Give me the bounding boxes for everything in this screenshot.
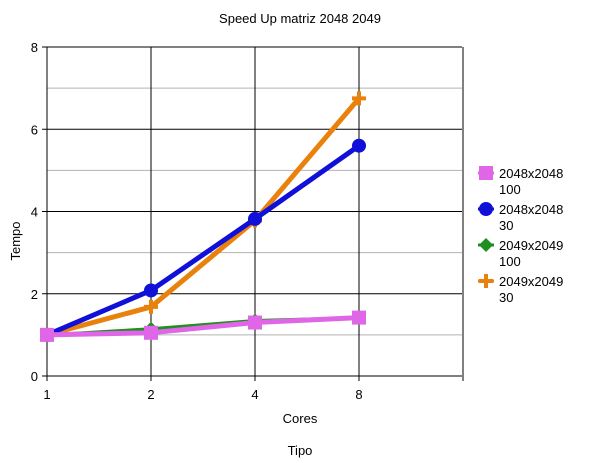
legend-label: 2048x2048 <box>499 202 563 217</box>
legend-label: 2049x2049 <box>499 238 563 253</box>
legend-label: 30 <box>499 290 513 305</box>
x-tick-label: 8 <box>355 387 362 402</box>
data-point <box>248 315 262 330</box>
y-tick-label: 2 <box>31 287 38 302</box>
y-tick-label: 0 <box>31 369 38 384</box>
series-layer <box>40 91 366 342</box>
y-tick-label: 8 <box>31 40 38 55</box>
data-point <box>248 211 262 226</box>
data-point <box>352 138 366 153</box>
series-1 <box>40 310 366 342</box>
series-line <box>44 315 362 338</box>
x-axis-sublabel: Tipo <box>288 443 313 458</box>
legend-label: 100 <box>499 182 521 197</box>
legend: 2048x20481002048x2048302049x20491002049x… <box>478 166 563 305</box>
chart-title: Speed Up matriz 2048 2049 <box>219 11 381 26</box>
data-point <box>144 283 158 298</box>
x-tick-label: 2 <box>147 387 154 402</box>
series-line <box>44 143 362 338</box>
legend-swatch-marker <box>479 274 493 288</box>
data-point <box>40 327 54 342</box>
legend-swatch-marker <box>479 166 493 180</box>
legend-swatch-marker <box>479 202 493 216</box>
y-tick-label: 4 <box>31 205 38 220</box>
legend-label: 2049x2049 <box>499 274 563 289</box>
x-axis-label: Cores <box>283 411 318 426</box>
x-tick-label: 1 <box>43 387 50 402</box>
data-point <box>352 310 366 325</box>
data-point <box>144 299 158 314</box>
x-tick-label: 4 <box>251 387 258 402</box>
legend-label: 100 <box>499 254 521 269</box>
y-tick-label: 6 <box>31 122 38 137</box>
legend-label: 30 <box>499 218 513 233</box>
series-2 <box>40 138 366 342</box>
y-axis-label: Tempo <box>8 221 23 260</box>
legend-swatch-marker <box>479 238 493 252</box>
data-point <box>144 325 158 340</box>
legend-label: 2048x2048 <box>499 166 563 181</box>
data-point <box>352 91 366 106</box>
axis-ticks: 0 2 4 6 8 1 2 4 8 <box>31 40 464 402</box>
series-line <box>44 95 362 338</box>
